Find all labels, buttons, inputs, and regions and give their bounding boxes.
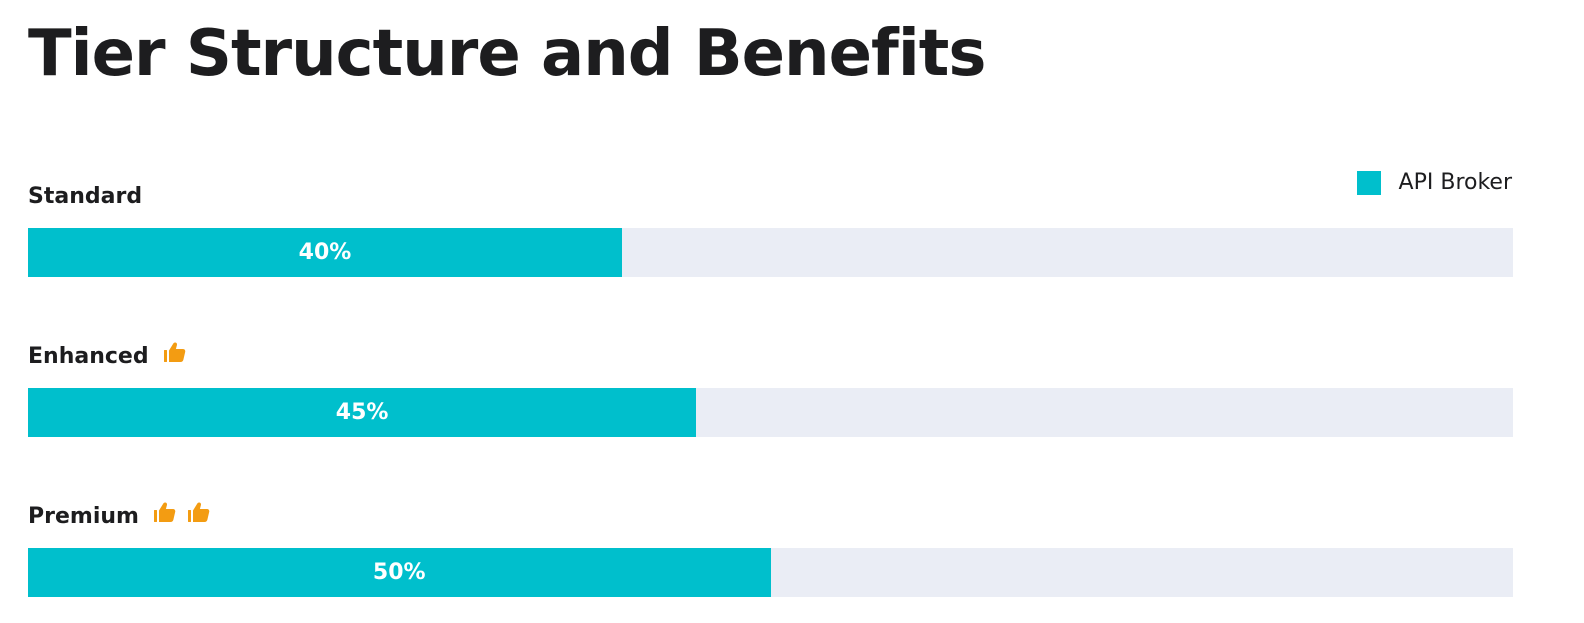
legend-swatch — [1356, 170, 1381, 195]
tier-label-row: Premium — [28, 501, 1513, 531]
thumbs-up-group — [163, 340, 187, 364]
bar-track: 40% — [28, 228, 1513, 277]
thumbs-up-icon — [153, 500, 177, 524]
bar-enhanced: 45% — [28, 388, 697, 437]
bar-premium: 50% — [28, 548, 771, 597]
bar-standard: 40% — [28, 228, 622, 277]
thumbs-up-group — [153, 500, 211, 524]
bar-value-label: 45% — [335, 400, 389, 425]
tier-premium: Premium 50% — [28, 501, 1513, 597]
bar-track: 45% — [28, 388, 1513, 437]
bar-track: 50% — [28, 548, 1513, 597]
tier-standard: Standard 40% — [28, 181, 1513, 277]
chart-legend: API Broker — [1356, 170, 1512, 195]
tier-label-row: Standard — [28, 181, 1513, 211]
tier-label: Standard — [28, 183, 143, 209]
tier-enhanced: Enhanced 45% — [28, 341, 1513, 437]
bar-value-label: 50% — [372, 560, 426, 585]
thumbs-up-icon — [163, 340, 187, 364]
legend-label: API Broker — [1398, 170, 1512, 195]
thumbs-up-icon — [187, 500, 211, 524]
tier-label: Enhanced — [28, 343, 149, 369]
tier-label-row: Enhanced — [28, 341, 1513, 371]
bar-value-label: 40% — [298, 240, 352, 265]
page-title: Tier Structure and Benefits — [28, 17, 986, 91]
tier-label: Premium — [28, 503, 139, 529]
